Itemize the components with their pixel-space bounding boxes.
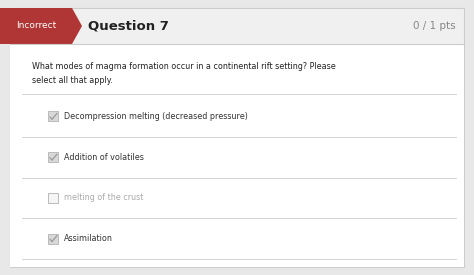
Text: Question 7: Question 7 <box>88 20 169 32</box>
Text: Decompression melting (decreased pressure): Decompression melting (decreased pressur… <box>64 112 248 121</box>
Text: 0 / 1 pts: 0 / 1 pts <box>413 21 456 31</box>
Bar <box>10 44 464 267</box>
Bar <box>48 111 58 121</box>
Bar <box>48 193 58 203</box>
Bar <box>48 152 58 162</box>
Text: Addition of volatiles: Addition of volatiles <box>64 153 144 162</box>
Text: Assimilation: Assimilation <box>64 234 113 243</box>
Text: select all that apply.: select all that apply. <box>32 76 113 85</box>
Bar <box>0 8 72 44</box>
Polygon shape <box>72 8 82 44</box>
Text: melting of the crust: melting of the crust <box>64 193 143 202</box>
Text: What modes of magma formation occur in a continental rift setting? Please: What modes of magma formation occur in a… <box>32 62 336 71</box>
Bar <box>48 234 58 244</box>
Text: Incorrect: Incorrect <box>16 21 56 31</box>
